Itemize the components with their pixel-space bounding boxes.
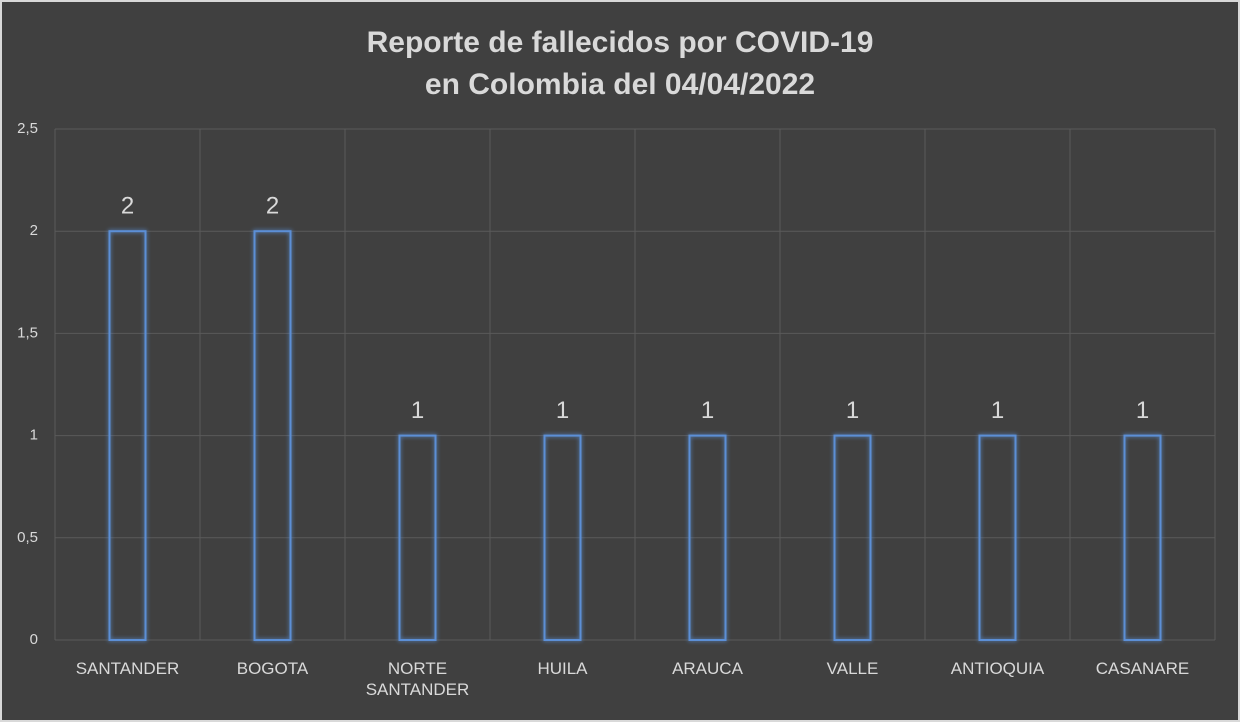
y-tick-label: 1,5 bbox=[17, 324, 38, 341]
chart-title: Reporte de fallecidos por COVID-19 bbox=[367, 26, 874, 59]
x-tick-label: ANTIOQUIA bbox=[950, 659, 1045, 678]
data-label: 1 bbox=[701, 397, 714, 424]
x-tick-label: VALLE bbox=[826, 659, 879, 678]
y-tick-label: 2 bbox=[30, 222, 38, 239]
y-tick-label: 2,5 bbox=[17, 120, 38, 137]
bar bbox=[978, 434, 1017, 641]
bar bbox=[833, 434, 872, 641]
bar bbox=[108, 230, 147, 641]
data-label: 2 bbox=[121, 193, 134, 220]
x-tick-label: NORTE SANTANDER bbox=[365, 659, 470, 699]
y-tick-label: 1 bbox=[30, 427, 38, 444]
x-tick-label: HUILA bbox=[537, 659, 588, 678]
x-tick-label: SANTANDER bbox=[75, 659, 180, 678]
x-tick-label: BOGOTA bbox=[236, 659, 309, 678]
y-tick-label: 0,5 bbox=[17, 529, 38, 546]
y-tick-label: 0 bbox=[30, 631, 38, 648]
x-tick-label: CASANARE bbox=[1095, 659, 1190, 678]
bar bbox=[398, 434, 437, 641]
chart-title: en Colombia del 04/04/2022 bbox=[425, 68, 815, 101]
bar bbox=[253, 230, 292, 641]
data-label: 1 bbox=[991, 397, 1004, 424]
data-label: 1 bbox=[846, 397, 859, 424]
data-label: 1 bbox=[411, 397, 424, 424]
data-label: 1 bbox=[556, 397, 569, 424]
bar bbox=[688, 434, 727, 641]
bar bbox=[1123, 434, 1162, 641]
x-tick-label: ARAUCA bbox=[672, 659, 743, 678]
bar bbox=[543, 434, 582, 641]
data-label: 1 bbox=[1136, 397, 1149, 424]
data-label: 2 bbox=[266, 193, 279, 220]
